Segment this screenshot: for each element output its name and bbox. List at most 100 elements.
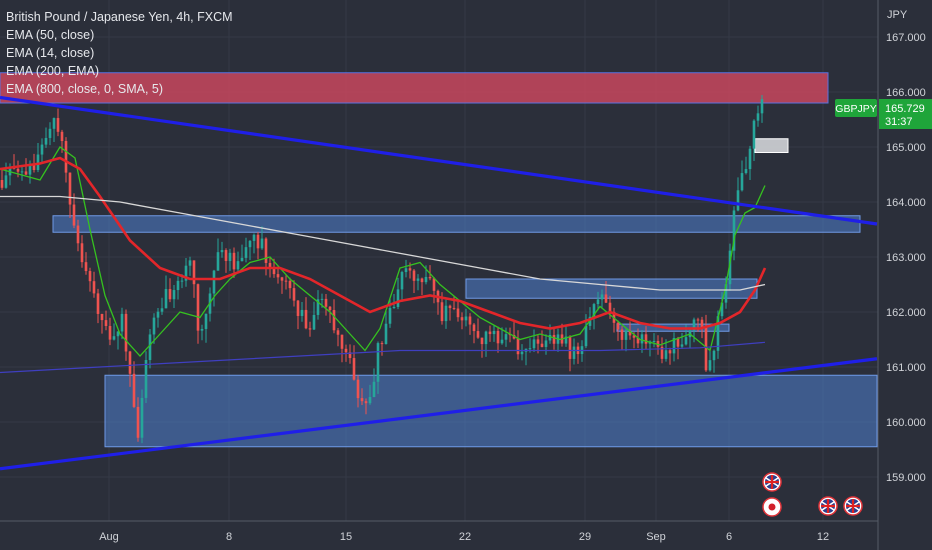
candle-up <box>749 149 752 169</box>
candle-down <box>537 339 540 343</box>
candle-down <box>453 308 456 309</box>
chart-legend: British Pound / Japanese Yen, 4h, FXCM E… <box>6 8 233 98</box>
uk-flag-event-icon <box>844 497 862 515</box>
candle-down <box>125 314 128 352</box>
price-tick-label: 160.000 <box>886 417 926 429</box>
candle-up <box>161 308 164 311</box>
candle-down <box>225 250 228 261</box>
candle-up <box>389 308 392 324</box>
candle-up <box>533 339 536 348</box>
candle-down <box>381 343 384 344</box>
candle-down <box>85 262 88 271</box>
candle-up <box>405 268 408 272</box>
candle-down <box>461 317 464 320</box>
candle-down <box>193 260 196 284</box>
candle-down <box>277 274 280 277</box>
legend-ema-200[interactable]: EMA (200, EMA) <box>6 62 233 80</box>
candle-up <box>665 350 668 359</box>
price-tick-label: 162.000 <box>886 307 926 319</box>
candle-up <box>201 329 204 331</box>
uk-flag-event-icon <box>763 473 781 491</box>
candle-up <box>321 299 324 300</box>
candle-up <box>741 173 744 190</box>
candle-up <box>585 326 588 346</box>
candle-up <box>549 335 552 340</box>
candle-up <box>485 332 488 345</box>
candle-down <box>701 320 704 327</box>
legend-ema-14[interactable]: EMA (14, close) <box>6 44 233 62</box>
candle-down <box>345 349 348 353</box>
candle-up <box>417 278 420 280</box>
candle-down <box>329 307 332 310</box>
candle-up <box>369 397 372 403</box>
candle-down <box>457 309 460 318</box>
candle-up <box>401 272 404 289</box>
candle-down <box>169 289 172 299</box>
price-tick-label: 164.000 <box>886 197 926 209</box>
candle-down <box>25 171 28 174</box>
candle-down <box>281 277 284 280</box>
candle-up <box>205 314 208 329</box>
candle-down <box>553 335 556 344</box>
candle-up <box>113 336 116 339</box>
candle-up <box>189 260 192 265</box>
candle-up <box>625 331 628 340</box>
candle-up <box>505 334 508 340</box>
candle-up <box>181 281 184 282</box>
candle-down <box>105 320 108 326</box>
candle-down <box>473 325 476 332</box>
candle-up <box>221 250 224 252</box>
candle-down <box>109 326 112 340</box>
price-tick-label: 166.000 <box>886 87 926 99</box>
candle-down <box>357 380 360 398</box>
candle-up <box>385 324 388 344</box>
candle-down <box>609 303 612 312</box>
candle-down <box>337 330 340 334</box>
candle-up <box>753 121 756 149</box>
candle-up <box>761 99 764 113</box>
candle-up <box>229 253 232 261</box>
candle-down <box>101 314 104 320</box>
candle-up <box>709 360 712 370</box>
candle-down <box>669 350 672 353</box>
candle-down <box>413 271 416 281</box>
candle-down <box>645 334 648 343</box>
candle-down <box>17 169 20 172</box>
candle-down <box>429 277 432 278</box>
candle-up <box>681 344 684 346</box>
candle-up <box>313 315 316 330</box>
legend-title: British Pound / Japanese Yen, 4h, FXCM <box>6 8 233 26</box>
candle-up <box>393 307 396 308</box>
candle-up <box>641 334 644 343</box>
candle-down <box>361 398 364 401</box>
candle-up <box>249 241 252 247</box>
red-dot-event-icon <box>763 498 781 516</box>
candle-up <box>745 169 748 173</box>
date-tick-label: 6 <box>726 531 732 543</box>
candle-down <box>297 301 300 316</box>
candle-up <box>521 352 524 355</box>
candle-down <box>93 281 96 293</box>
uk-flag-event-icon <box>819 497 837 515</box>
candle-up <box>173 290 176 299</box>
candle-up <box>301 310 304 316</box>
date-tick-label: 8 <box>226 531 232 543</box>
candle-down <box>97 293 100 314</box>
candle-up <box>601 294 604 299</box>
candle-down <box>305 310 308 328</box>
candle-down <box>617 323 620 330</box>
price-tick-label: 161.000 <box>886 362 926 374</box>
candle-up <box>49 129 52 138</box>
candle-up <box>53 118 56 129</box>
candle-up <box>41 145 44 155</box>
legend-ema-800[interactable]: EMA (800, close, 0, SMA, 5) <box>6 80 233 98</box>
candle-down <box>77 226 80 244</box>
candle-up <box>545 340 548 347</box>
candle-down <box>353 358 356 380</box>
candle-up <box>241 258 244 261</box>
legend-ema-50[interactable]: EMA (50, close) <box>6 26 233 44</box>
candle-up <box>597 299 600 304</box>
candle-down <box>57 118 60 132</box>
candle-down <box>89 271 92 281</box>
